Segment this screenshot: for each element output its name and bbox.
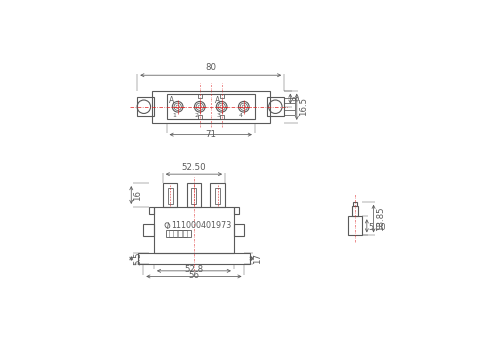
- Bar: [153, 207, 233, 253]
- Text: 16: 16: [133, 190, 142, 201]
- Bar: [210, 183, 225, 207]
- Bar: [233, 207, 239, 214]
- Bar: [149, 207, 153, 214]
- Text: 56: 56: [188, 271, 199, 280]
- Bar: [233, 224, 244, 236]
- Bar: [197, 115, 201, 119]
- Text: 8: 8: [291, 96, 301, 102]
- Bar: [197, 94, 201, 98]
- Text: A: A: [215, 96, 220, 105]
- Bar: [143, 224, 153, 236]
- Bar: [137, 253, 250, 264]
- Text: 4: 4: [238, 113, 242, 118]
- Bar: [352, 202, 357, 206]
- Bar: [267, 97, 284, 116]
- Bar: [166, 94, 255, 119]
- Text: 80: 80: [205, 63, 216, 72]
- Text: 3: 3: [216, 113, 220, 118]
- Text: 71: 71: [205, 130, 216, 139]
- Text: 2: 2: [195, 113, 198, 118]
- Text: 111000401973: 111000401973: [170, 221, 230, 230]
- Text: 1: 1: [172, 113, 176, 118]
- Text: 18.85: 18.85: [375, 206, 384, 231]
- Bar: [348, 216, 361, 236]
- Bar: [186, 183, 201, 207]
- Text: 52.50: 52.50: [181, 163, 206, 172]
- Text: 17: 17: [253, 253, 262, 264]
- Bar: [219, 115, 223, 119]
- Bar: [166, 230, 191, 237]
- Bar: [137, 97, 154, 116]
- Text: A: A: [169, 96, 174, 105]
- Text: 生产批号: 生产批号: [168, 229, 188, 238]
- Bar: [163, 183, 177, 207]
- Bar: [351, 206, 357, 216]
- Bar: [219, 94, 223, 98]
- Text: 16.5: 16.5: [298, 97, 307, 116]
- Text: 5.5: 5.5: [133, 252, 142, 265]
- Text: 5.00: 5.00: [367, 223, 385, 232]
- Bar: [191, 188, 196, 203]
- Text: 52.8: 52.8: [184, 265, 203, 274]
- Bar: [167, 188, 172, 203]
- Bar: [215, 188, 220, 203]
- Bar: [151, 91, 269, 123]
